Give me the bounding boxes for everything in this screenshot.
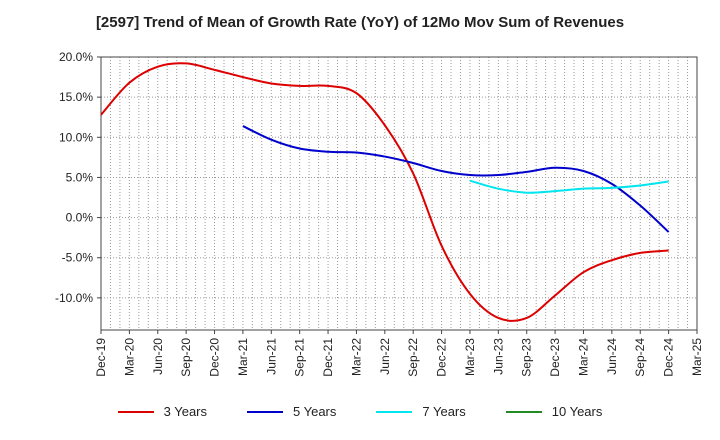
- x-tick-label: Dec-23: [548, 338, 562, 377]
- x-tick-label: Mar-25: [690, 338, 704, 376]
- x-tick-label: Mar-21: [236, 338, 250, 376]
- legend-swatch: [376, 410, 413, 413]
- x-tick-label: Dec-24: [662, 338, 676, 377]
- x-tick-label: Mar-23: [463, 338, 477, 376]
- legend-label: 10 Years: [551, 404, 603, 419]
- x-tick-label: Mar-24: [576, 338, 590, 376]
- y-tick-label: 10.0%: [59, 130, 93, 144]
- series-line-3-years: [100, 62, 669, 322]
- x-tick-label: Mar-22: [349, 338, 363, 376]
- y-tick-label: -5.0%: [62, 251, 94, 265]
- legend-item-5-years: 5 Years: [247, 404, 336, 419]
- x-tick-label: Jun-22: [378, 338, 392, 375]
- legend-swatch: [505, 410, 542, 413]
- x-tick-label: Dec-22: [435, 338, 449, 377]
- axis-layer: 20.0% 15.0% 10.0% 5.0% 0.0% -5.0% -10.0% Dec-19…: [55, 50, 704, 377]
- x-tick-label: Jun-20: [151, 338, 165, 375]
- legend: 3 Years 5 Years 7 Years 10 Years: [0, 404, 720, 419]
- x-tick-label: Sep-22: [406, 338, 420, 377]
- x-tick-label: Dec-20: [208, 338, 222, 377]
- y-tick-label: 0.0%: [66, 211, 94, 225]
- x-tick-label: Mar-20: [122, 338, 136, 376]
- grid-layer: [101, 56, 697, 330]
- legend-item-7-years: 7 Years: [376, 404, 466, 419]
- y-tick-label: 5.0%: [66, 170, 94, 184]
- x-tick-label: Jun-23: [491, 338, 505, 375]
- legend-label: 5 Years: [293, 404, 337, 419]
- x-tick-label: Jun-21: [264, 338, 278, 375]
- series-layer: [100, 62, 670, 322]
- legend-item-10-years: 10 Years: [505, 404, 603, 419]
- x-tick-label: Sep-20: [179, 338, 193, 377]
- legend-label: 3 Years: [163, 404, 207, 419]
- legend-label: 7 Years: [422, 404, 466, 419]
- chart-title: [2597] Trend of Mean of Growth Rate (YoY…: [95, 14, 625, 31]
- x-tick-label: Dec-19: [94, 338, 108, 377]
- plot-frame: [100, 56, 698, 331]
- x-tick-label: Sep-21: [293, 338, 307, 377]
- y-tick-label: 20.0%: [59, 50, 93, 64]
- x-tick-label: Jun-24: [605, 338, 619, 375]
- x-tick-label: Sep-23: [520, 338, 534, 377]
- legend-swatch: [117, 410, 154, 413]
- x-tick-label: Dec-21: [321, 338, 335, 377]
- series-line-5-years: [242, 125, 670, 233]
- y-tick-label: 15.0%: [59, 90, 93, 104]
- series-line-7-years: [469, 179, 669, 194]
- y-tick-label: -10.0%: [55, 291, 93, 305]
- legend-item-3-years: 3 Years: [117, 404, 207, 419]
- x-tick-label: Sep-24: [633, 338, 647, 377]
- legend-swatch: [247, 410, 283, 413]
